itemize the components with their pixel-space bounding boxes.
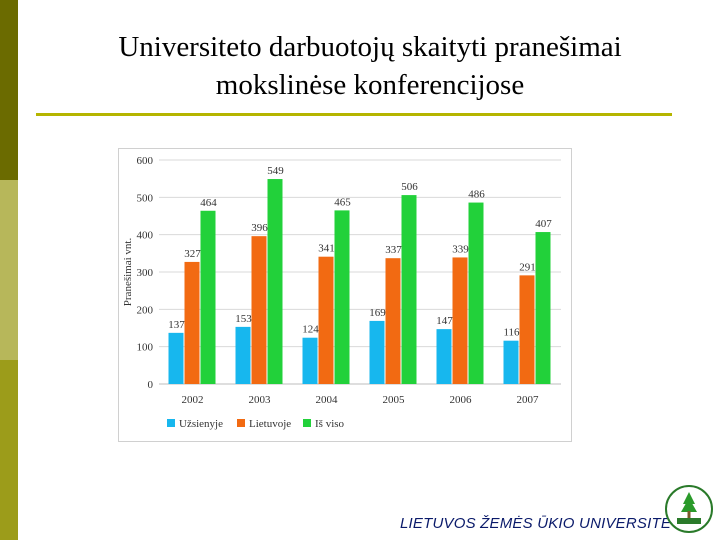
data-label: 291 (519, 261, 536, 273)
x-tick-label: 2003 (249, 394, 272, 406)
y-tick-label: 300 (137, 267, 154, 279)
bar (318, 256, 334, 384)
bar (503, 340, 519, 384)
bar (302, 337, 318, 384)
x-tick-label: 2004 (316, 394, 339, 406)
y-tick-label: 0 (148, 379, 154, 391)
data-label: 339 (452, 243, 469, 255)
legend-swatch (303, 419, 311, 427)
y-tick-label: 400 (137, 230, 154, 242)
bar (334, 210, 350, 384)
bar (436, 329, 452, 384)
legend-label: Užsienyje (179, 418, 223, 430)
bar (385, 258, 401, 384)
bar (468, 202, 484, 384)
data-label: 153 (235, 313, 252, 325)
slide-title: Universiteto darbuotojų skaityti praneši… (40, 28, 700, 104)
bar (369, 320, 385, 384)
data-label: 327 (184, 248, 201, 260)
bar (235, 326, 251, 384)
y-tick-label: 600 (137, 155, 154, 167)
data-label: 549 (267, 165, 284, 177)
chart-frame: 0 100 200 300 400 500 600 Pranešimai vnt. 137 327… (118, 148, 572, 442)
data-label: 407 (535, 218, 552, 230)
legend-label: Iš viso (315, 418, 345, 430)
data-label: 506 (401, 181, 418, 193)
title-divider (36, 113, 672, 116)
bar (184, 261, 200, 384)
data-label: 341 (318, 243, 335, 255)
university-logo (665, 485, 713, 533)
side-accent-bar-middle (0, 180, 18, 360)
x-tick-label: 2006 (450, 394, 473, 406)
y-tick-label: 200 (137, 304, 154, 316)
data-label: 464 (200, 197, 217, 209)
data-label: 396 (251, 222, 268, 234)
data-label: 169 (369, 307, 386, 319)
x-tick-label: 2007 (517, 394, 540, 406)
bar (267, 179, 283, 384)
legend-label: Lietuvoje (249, 418, 291, 430)
data-label: 465 (334, 196, 351, 208)
x-tick-label: 2002 (182, 394, 204, 406)
y-axis-label: Pranešimai vnt. (122, 238, 134, 307)
data-label: 337 (385, 244, 402, 256)
data-label: 486 (468, 189, 485, 201)
university-name: LIETUVOS ŽEMĖS ŪKIO UNIVERSITETAS (400, 515, 700, 532)
slide-title-line-2: mokslinėse konferencijose (215, 69, 525, 101)
data-label: 147 (436, 315, 453, 327)
data-label: 116 (503, 327, 520, 339)
y-tick-label: 100 (137, 342, 154, 354)
bar-chart: 0 100 200 300 400 500 600 Pranešimai vnt. 137 327… (122, 155, 561, 430)
bar (452, 257, 468, 384)
slide-title-line-1: Universiteto darbuotojų skaityti praneši… (118, 31, 622, 63)
legend-swatch (167, 419, 175, 427)
bar (401, 195, 417, 384)
side-accent-bar-bottom (0, 360, 18, 540)
bar (251, 236, 267, 384)
data-label: 137 (168, 319, 185, 331)
data-label: 124 (302, 324, 319, 336)
bar (519, 275, 535, 384)
legend-swatch (237, 419, 245, 427)
side-accent-bar-top (0, 0, 18, 180)
x-tick-label: 2005 (383, 394, 406, 406)
bar (200, 210, 216, 384)
bar (168, 332, 184, 384)
bar (535, 232, 551, 384)
y-tick-label: 500 (137, 192, 154, 204)
